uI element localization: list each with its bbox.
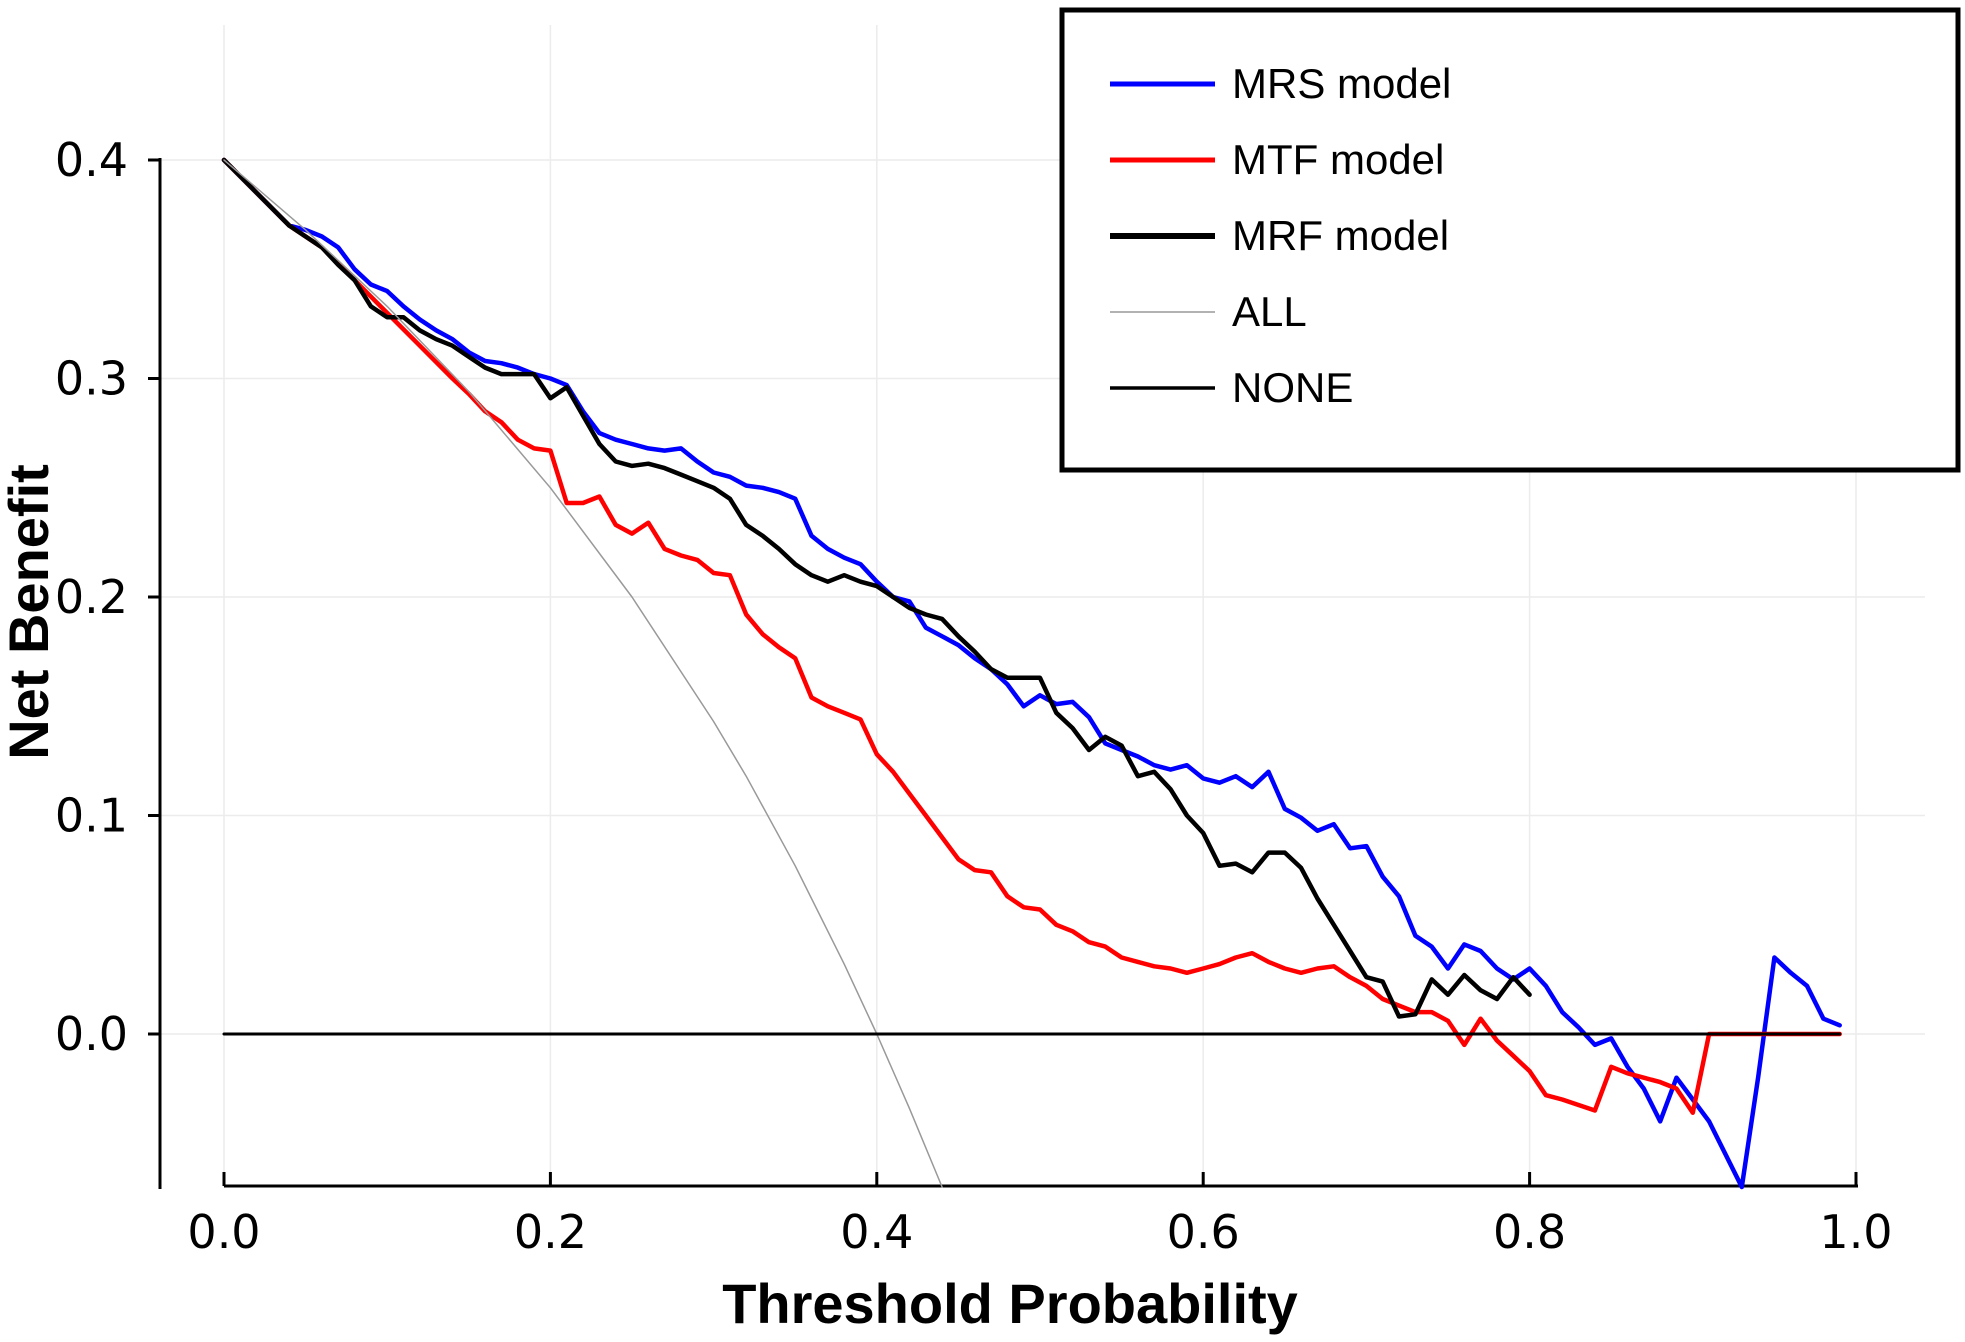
x-tick-label: 0.2 [514,1205,587,1259]
ticks: 0.0 0.2 0.4 0.6 0.8 1.0 0.0 0.1 0.2 0.3 0.4 [55,133,1893,1259]
x-axis-title: Threshold Probability [722,1272,1298,1335]
x-tick-label: 0.0 [187,1205,260,1259]
y-tick-label: 0.0 [55,1007,128,1061]
series-lines [221,157,1842,1190]
legend-label-mtf-model: MTF model [1232,136,1444,183]
y-tick-label: 0.1 [55,789,128,843]
legend-box [1059,7,1961,473]
axes [158,158,1858,1189]
x-tick-label: 1.0 [1819,1205,1892,1259]
y-axis-title: Net Benefit [0,464,60,760]
y-tick-label: 0.4 [55,133,128,187]
legend-label-none: NONE [1232,364,1353,411]
x-tick-label: 0.6 [1167,1205,1240,1259]
legend-label-all: ALL [1232,288,1307,335]
x-tick-label: 0.4 [840,1205,913,1259]
series-line-mrf-model [221,157,1532,1019]
legend-label-mrf-model: MRF model [1232,212,1449,259]
y-tick-label: 0.2 [55,570,128,624]
legend-label-mrs-model: MRS model [1232,60,1451,107]
x-tick-label: 0.8 [1493,1205,1566,1259]
series-line-mrs-model [221,157,1842,1190]
y-tick-label: 0.3 [55,352,128,406]
series-line-mtf-model [221,157,1842,1115]
legend: MRS model MTF model MRF model ALL NONE [1059,7,1961,473]
